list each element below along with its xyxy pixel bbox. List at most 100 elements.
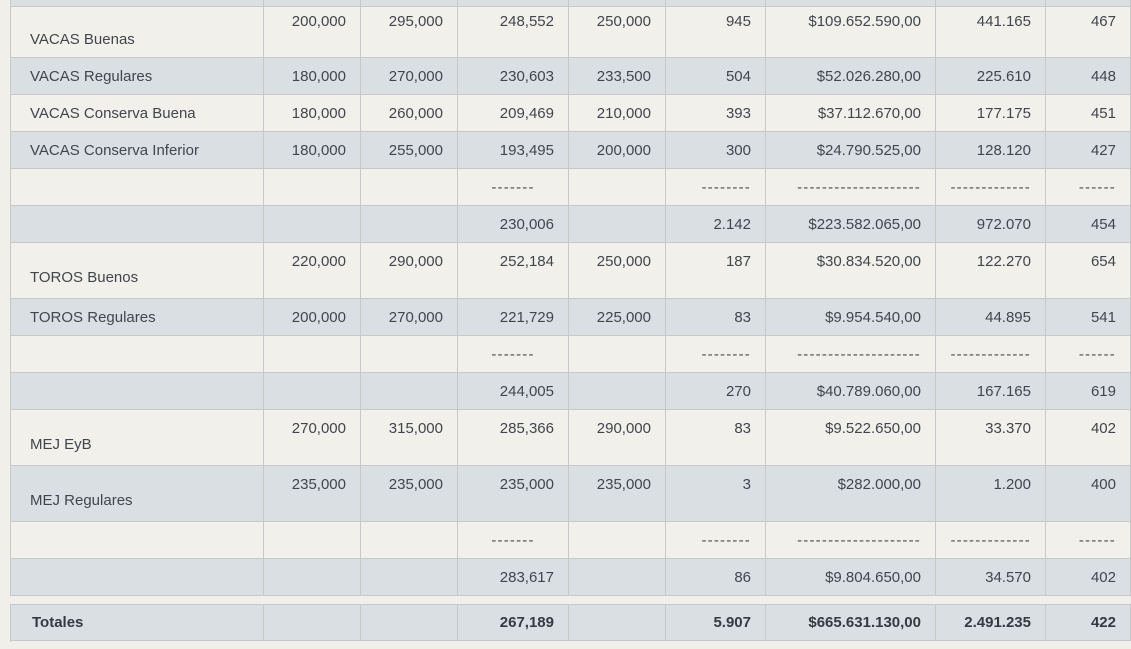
cell-frequent_price (569, 373, 666, 410)
cell-kilos: 33.370 (936, 410, 1046, 466)
cell-category (11, 0, 264, 7)
cell-category: TOROS Regulares (11, 299, 264, 336)
cell-min_price (264, 559, 361, 596)
cell-category: MEJ EyB (11, 410, 264, 466)
cell-avg_price: 252,184 (458, 243, 569, 299)
cell-avg_per_kg: 427 (1046, 132, 1131, 169)
cell-min_price: 180,000 (264, 95, 361, 132)
cell-avg_per_kg: 451 (1046, 95, 1131, 132)
table-row-subtotal-6: 230,006 2.142 $223.582.065,00 972.070 454 (11, 206, 1131, 243)
table-row-subtotal-10: 244,005 270 $40.789.060,00 167.165 619 (11, 373, 1131, 410)
cell-max_price (361, 169, 458, 206)
cell-category (11, 522, 264, 559)
cell-avg_price: ------- (458, 522, 569, 559)
cell-frequent_price (569, 522, 666, 559)
cell-avg_per_kg: 400 (1046, 466, 1131, 522)
cell-count: 83 (666, 299, 766, 336)
cell-category: VACAS Buenas (11, 7, 264, 58)
cell-frequent_price (569, 605, 666, 641)
cell-avg_per_kg: 422 (1046, 605, 1131, 641)
cell-total_amount: $37.112.670,00 (766, 95, 936, 132)
cell-category (11, 559, 264, 596)
cell-min_price: 220,000 (264, 243, 361, 299)
cell-frequent_price: 225,000 (569, 299, 666, 336)
cell-count: 3 (666, 466, 766, 522)
table-row-item-1: VACAS Buenas 200,000 295,000 248,552 250,000… (11, 7, 1131, 58)
cell-min_price: 200,000 (264, 7, 361, 58)
cell-kilos: ------------- (936, 522, 1046, 559)
cell-total_amount: -------------------- (766, 522, 936, 559)
cell-frequent_price (569, 559, 666, 596)
cell-frequent_price (569, 336, 666, 373)
livestock-report-table: VACAS Buenas 200,000 295,000 248,552 250,000… (10, 0, 1131, 596)
cell-max_price (361, 206, 458, 243)
cell-total_amount: $665.631.130,00 (766, 605, 936, 641)
cell-count: 393 (666, 95, 766, 132)
cell-avg_price: 244,005 (458, 373, 569, 410)
table-row-partial-0 (11, 0, 1131, 7)
table-row-item-2: VACAS Regulares 180,000 270,000 230,603 233,… (11, 58, 1131, 95)
cell-frequent_price: 250,000 (569, 7, 666, 58)
cell-kilos: 122.270 (936, 243, 1046, 299)
cell-kilos: 128.120 (936, 132, 1046, 169)
table-row-item-4: VACAS Conserva Inferior 180,000 255,000 193… (11, 132, 1131, 169)
cell-avg_per_kg: 402 (1046, 410, 1131, 466)
cell-count: 83 (666, 410, 766, 466)
cell-category (11, 373, 264, 410)
cell-count: 187 (666, 243, 766, 299)
cell-min_price: 200,000 (264, 299, 361, 336)
cell-count: 5.907 (666, 605, 766, 641)
cell-count: 300 (666, 132, 766, 169)
cell-total_amount: $9.954.540,00 (766, 299, 936, 336)
cell-category: VACAS Regulares (11, 58, 264, 95)
cell-min_price (264, 206, 361, 243)
cell-min_price (264, 605, 361, 641)
cell-frequent_price: 233,500 (569, 58, 666, 95)
cell-avg_per_kg: 454 (1046, 206, 1131, 243)
cell-kilos: 441.165 (936, 7, 1046, 58)
cell-kilos: ------------- (936, 336, 1046, 373)
cell-frequent_price: 210,000 (569, 95, 666, 132)
cell-min_price: 180,000 (264, 132, 361, 169)
table-row-dashes-13: ------- -------- -------------------- -----… (11, 522, 1131, 559)
cell-kilos (936, 0, 1046, 7)
cell-category: Totales (11, 605, 264, 641)
cell-total_amount: $109.652.590,00 (766, 7, 936, 58)
cell-frequent_price (569, 169, 666, 206)
cell-max_price (361, 522, 458, 559)
cell-avg_price: 285,366 (458, 410, 569, 466)
cell-frequent_price (569, 0, 666, 7)
cell-total_amount: $282.000,00 (766, 466, 936, 522)
table-row-dashes-5: ------- -------- -------------------- -----… (11, 169, 1131, 206)
cell-min_price: 180,000 (264, 58, 361, 95)
cell-kilos: ------------- (936, 169, 1046, 206)
cell-count (666, 0, 766, 7)
cell-count: 2.142 (666, 206, 766, 243)
cell-avg_per_kg: ------ (1046, 169, 1131, 206)
cell-avg_price: ------- (458, 169, 569, 206)
cell-kilos: 225.610 (936, 58, 1046, 95)
cell-total_amount: $52.026.280,00 (766, 58, 936, 95)
cell-category: VACAS Conserva Buena (11, 95, 264, 132)
cell-avg_price: 235,000 (458, 466, 569, 522)
cell-min_price (264, 336, 361, 373)
cell-avg_per_kg: 541 (1046, 299, 1131, 336)
cell-kilos: 34.570 (936, 559, 1046, 596)
cell-max_price: 270,000 (361, 58, 458, 95)
cell-kilos: 972.070 (936, 206, 1046, 243)
cell-avg_price (458, 0, 569, 7)
table-row-item-11: MEJ EyB 270,000 315,000 285,366 290,000 83 $9.… (11, 410, 1131, 466)
cell-kilos: 177.175 (936, 95, 1046, 132)
cell-frequent_price: 250,000 (569, 243, 666, 299)
cell-min_price (264, 169, 361, 206)
cell-min_price: 235,000 (264, 466, 361, 522)
cell-category (11, 169, 264, 206)
cell-kilos: 2.491.235 (936, 605, 1046, 641)
cell-total_amount (766, 0, 936, 7)
cell-avg_per_kg: 619 (1046, 373, 1131, 410)
cell-avg_per_kg: 467 (1046, 7, 1131, 58)
cell-avg_price: 283,617 (458, 559, 569, 596)
cell-kilos: 44.895 (936, 299, 1046, 336)
cell-total_amount: $223.582.065,00 (766, 206, 936, 243)
table-row-totals: Totales 267,189 5.907 $665.631.130,00 2.491.… (11, 605, 1131, 642)
